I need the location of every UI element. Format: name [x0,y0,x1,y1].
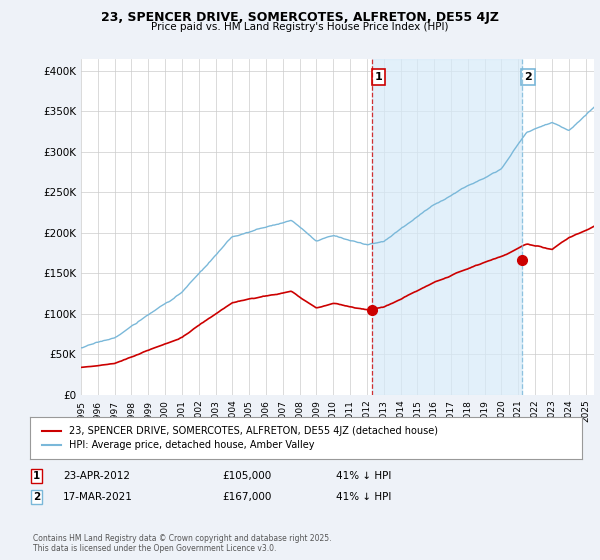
Text: £105,000: £105,000 [222,471,271,481]
Text: 1: 1 [33,471,40,481]
Text: 23, SPENCER DRIVE, SOMERCOTES, ALFRETON, DE55 4JZ: 23, SPENCER DRIVE, SOMERCOTES, ALFRETON,… [101,11,499,24]
Text: 17-MAR-2021: 17-MAR-2021 [63,492,133,502]
Text: 41% ↓ HPI: 41% ↓ HPI [336,471,391,481]
Text: 1: 1 [374,72,382,82]
Text: 2: 2 [524,72,532,82]
Text: Contains HM Land Registry data © Crown copyright and database right 2025.
This d: Contains HM Land Registry data © Crown c… [33,534,331,553]
Text: Price paid vs. HM Land Registry's House Price Index (HPI): Price paid vs. HM Land Registry's House … [151,22,449,32]
Text: 23-APR-2012: 23-APR-2012 [63,471,130,481]
Text: 41% ↓ HPI: 41% ↓ HPI [336,492,391,502]
Text: 2: 2 [33,492,40,502]
Legend: 23, SPENCER DRIVE, SOMERCOTES, ALFRETON, DE55 4JZ (detached house), HPI: Average: 23, SPENCER DRIVE, SOMERCOTES, ALFRETON,… [38,422,442,454]
Bar [372,59,521,395]
Text: £167,000: £167,000 [222,492,271,502]
